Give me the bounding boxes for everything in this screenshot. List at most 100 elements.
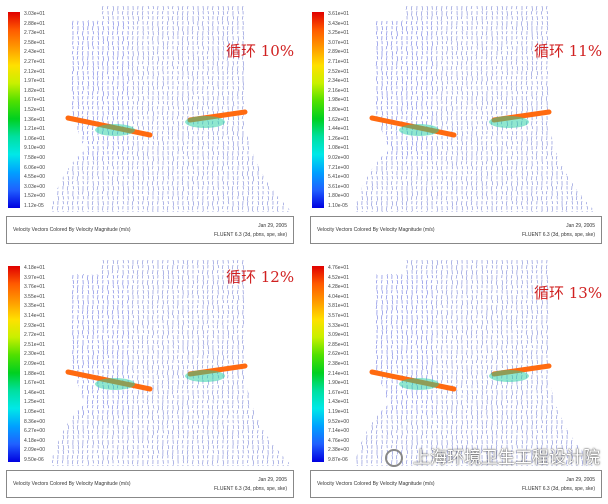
plot-caption: Velocity Vectors Colored By Velocity Mag… [13, 227, 131, 233]
wechat-logo-icon [385, 449, 403, 467]
scale-label: 1.90e+01 [328, 380, 349, 387]
scale-label: 2.62e+01 [328, 351, 349, 358]
plot-footer: Velocity Vectors Colored By Velocity Mag… [310, 216, 602, 244]
scale-label: 2.52e+01 [328, 68, 349, 75]
velocity-vector-field [51, 259, 292, 466]
scale-label: 4.76e+01 [328, 265, 349, 271]
scale-label: 4.55e+00 [24, 174, 45, 181]
scale-label: 3.43e+01 [328, 20, 349, 27]
scale-label: 4.18e+01 [24, 265, 45, 271]
velocity-vector-field [355, 259, 596, 466]
scale-label: 3.14e+01 [24, 313, 45, 319]
scale-label: 1.62e+01 [328, 116, 349, 123]
plot-date: Jan 29, 2005 [566, 223, 595, 229]
scale-label: 1.67e+01 [328, 389, 349, 396]
scale-label: 1.43e+01 [328, 399, 349, 406]
watermark: 上海环境卫生工程设计院 [413, 448, 600, 468]
scale-label: 3.25e+01 [328, 30, 349, 37]
scale-label: 2.30e+01 [24, 351, 45, 358]
scale-label: 2.72e+01 [24, 332, 45, 339]
high-velocity-zone [489, 370, 529, 382]
scale-label: 7.58e+00 [24, 155, 45, 161]
solver-info: FLUENT 6.3 (3d, pbns, spe, ske) [214, 486, 287, 492]
panel-cycle-13: 4.76e+01 4.52e+01 4.28e+01 4.04e+01 3.81e+01… [304, 254, 608, 504]
recirculation-label: 循环 13% [534, 284, 603, 302]
plot-footer: Velocity Vectors Colored By Velocity Mag… [310, 470, 602, 498]
scale-label: 2.16e+01 [328, 87, 349, 94]
scale-label: 1.19e+01 [328, 409, 349, 415]
scale-label: 1.97e+01 [24, 78, 45, 85]
scale-label: 1.52e+01 [24, 107, 45, 113]
plot-footer: Velocity Vectors Colored By Velocity Mag… [6, 216, 294, 244]
scale-label: 3.35e+01 [24, 303, 45, 310]
scale-label: 3.55e+01 [24, 293, 45, 300]
scale-label: 7.21e+00 [328, 164, 349, 171]
scale-label: 2.89e+01 [328, 49, 349, 56]
color-bar [312, 266, 324, 462]
high-velocity-zone [399, 124, 439, 136]
recirculation-label: 循环 11% [534, 42, 603, 60]
scale-label: 2.73e+01 [24, 30, 45, 37]
recirculation-label: 循环 12% [226, 268, 295, 286]
scale-label: 3.33e+01 [328, 322, 349, 329]
scale-label: 1.80e+01 [328, 107, 349, 113]
recirculation-label: 循环 10% [226, 42, 295, 60]
scale-label: 1.88e+01 [24, 370, 45, 377]
panel-cycle-12: 4.18e+01 3.97e+01 3.76e+01 3.55e+01 3.35e+01… [0, 254, 300, 504]
scale-label: 5.41e+00 [328, 174, 349, 181]
velocity-vector-field [355, 5, 596, 212]
scale-label: 7.14e+00 [328, 428, 349, 435]
color-bar [8, 266, 20, 462]
high-velocity-zone [95, 124, 135, 136]
scale-label: 2.58e+01 [24, 39, 45, 46]
scale-label: 8.36e+00 [24, 418, 45, 425]
scale-label: 9.50e-06 [24, 457, 44, 463]
scale-label: 3.76e+01 [24, 284, 45, 291]
scale-label: 3.81e+01 [328, 303, 349, 310]
solver-info: FLUENT 6.3 (3d, pbns, spe, ske) [214, 232, 287, 238]
panel-cycle-11: 3.61e+01 3.43e+01 3.25e+01 3.07e+01 2.89e+01… [304, 0, 608, 250]
scale-label: 9.52e+00 [328, 418, 349, 425]
scale-label: 1.67e+01 [24, 97, 45, 104]
scale-label: 1.10e-05 [328, 203, 348, 209]
high-velocity-zone [185, 370, 225, 382]
scale-label: 2.12e+01 [24, 68, 45, 75]
scale-label: 2.38e+01 [328, 361, 349, 367]
vector-arrows [51, 259, 292, 466]
scale-label: 1.08e+01 [328, 145, 349, 152]
scale-label: 3.03e+00 [24, 183, 45, 190]
scale-label: 2.38e+00 [328, 447, 349, 454]
high-velocity-zone [489, 116, 529, 128]
scale-label: 1.52e+00 [24, 193, 45, 200]
scale-label: 3.09e+01 [328, 332, 349, 339]
scale-label: 1.36e+01 [24, 116, 45, 123]
scale-label: 2.71e+01 [328, 59, 349, 65]
scale-label: 2.43e+01 [24, 49, 45, 56]
scale-label: 2.88e+01 [24, 20, 45, 27]
scale-label: 2.34e+01 [328, 78, 349, 85]
scale-label: 9.02e+00 [328, 155, 349, 161]
scale-label: 4.76e+00 [328, 437, 349, 444]
plot-caption: Velocity Vectors Colored By Velocity Mag… [317, 481, 435, 487]
high-velocity-zone [399, 378, 439, 390]
scale-label: 3.03e+01 [24, 11, 45, 17]
scale-label: 1.21e+01 [24, 126, 45, 133]
scale-label: 4.28e+01 [328, 284, 349, 291]
scale-label: 2.93e+01 [24, 322, 45, 329]
scale-label: 3.61e+01 [328, 11, 349, 17]
plot-date: Jan 29, 2005 [258, 477, 287, 483]
vector-arrows [355, 5, 596, 212]
plot-footer: Velocity Vectors Colored By Velocity Mag… [6, 470, 294, 498]
scale-label: 3.97e+01 [24, 274, 45, 281]
scale-label: 4.52e+01 [328, 274, 349, 281]
plot-caption: Velocity Vectors Colored By Velocity Mag… [13, 481, 131, 487]
scale-label: 1.82e+01 [24, 87, 45, 94]
color-bar [312, 12, 324, 208]
plot-date: Jan 29, 2005 [566, 477, 595, 483]
scale-label: 3.07e+01 [328, 39, 349, 46]
plot-date: Jan 29, 2005 [258, 223, 287, 229]
scale-label: 6.06e+00 [24, 164, 45, 171]
solver-info: FLUENT 6.3 (3d, pbns, spe, ske) [522, 486, 595, 492]
scale-label: 9.87e-06 [328, 457, 348, 463]
scale-label: 3.61e+00 [328, 183, 349, 190]
